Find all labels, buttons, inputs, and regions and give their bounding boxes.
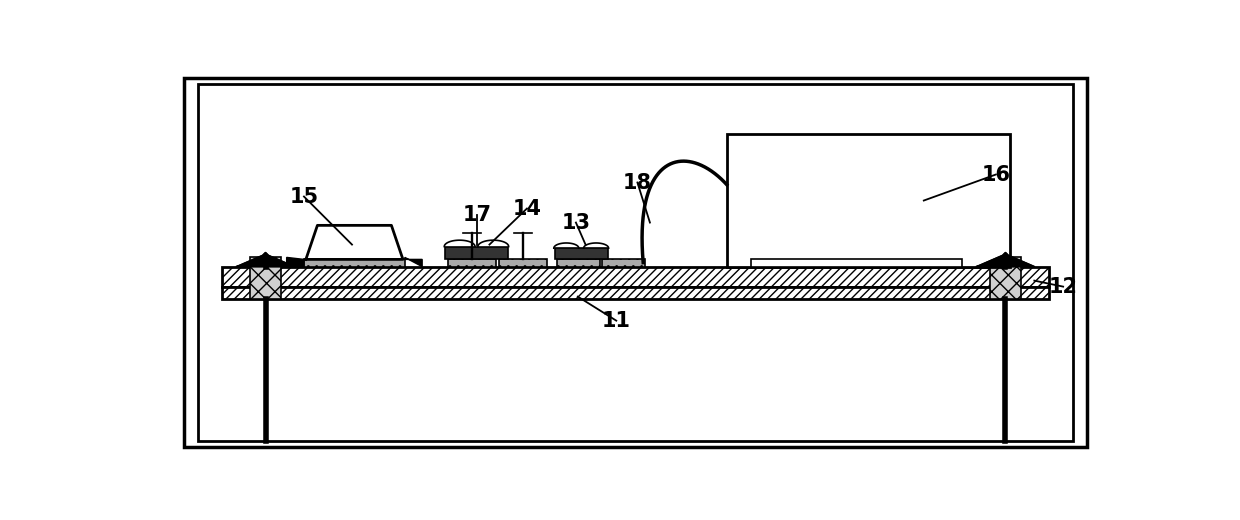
Text: 17: 17 xyxy=(463,204,491,225)
Bar xyxy=(445,246,507,259)
Bar xyxy=(990,256,1021,298)
Bar xyxy=(727,135,1011,267)
Bar xyxy=(222,287,1049,298)
Bar xyxy=(557,259,600,267)
Text: 14: 14 xyxy=(512,199,542,218)
Text: 16: 16 xyxy=(981,164,1011,185)
Text: 18: 18 xyxy=(622,173,652,192)
Bar xyxy=(250,256,281,298)
Text: 15: 15 xyxy=(289,187,319,206)
Polygon shape xyxy=(977,253,1034,267)
Text: 12: 12 xyxy=(1049,277,1078,296)
Text: 13: 13 xyxy=(562,213,590,232)
Bar xyxy=(448,259,496,267)
Bar xyxy=(751,259,962,267)
Bar xyxy=(222,267,1049,287)
Text: 11: 11 xyxy=(601,310,631,331)
Polygon shape xyxy=(286,257,304,267)
Bar xyxy=(601,259,645,267)
Polygon shape xyxy=(404,257,422,267)
Bar xyxy=(554,248,608,259)
Bar xyxy=(198,84,1073,441)
Polygon shape xyxy=(237,253,294,267)
Bar xyxy=(498,259,547,267)
Bar xyxy=(304,259,405,267)
Polygon shape xyxy=(306,225,403,259)
